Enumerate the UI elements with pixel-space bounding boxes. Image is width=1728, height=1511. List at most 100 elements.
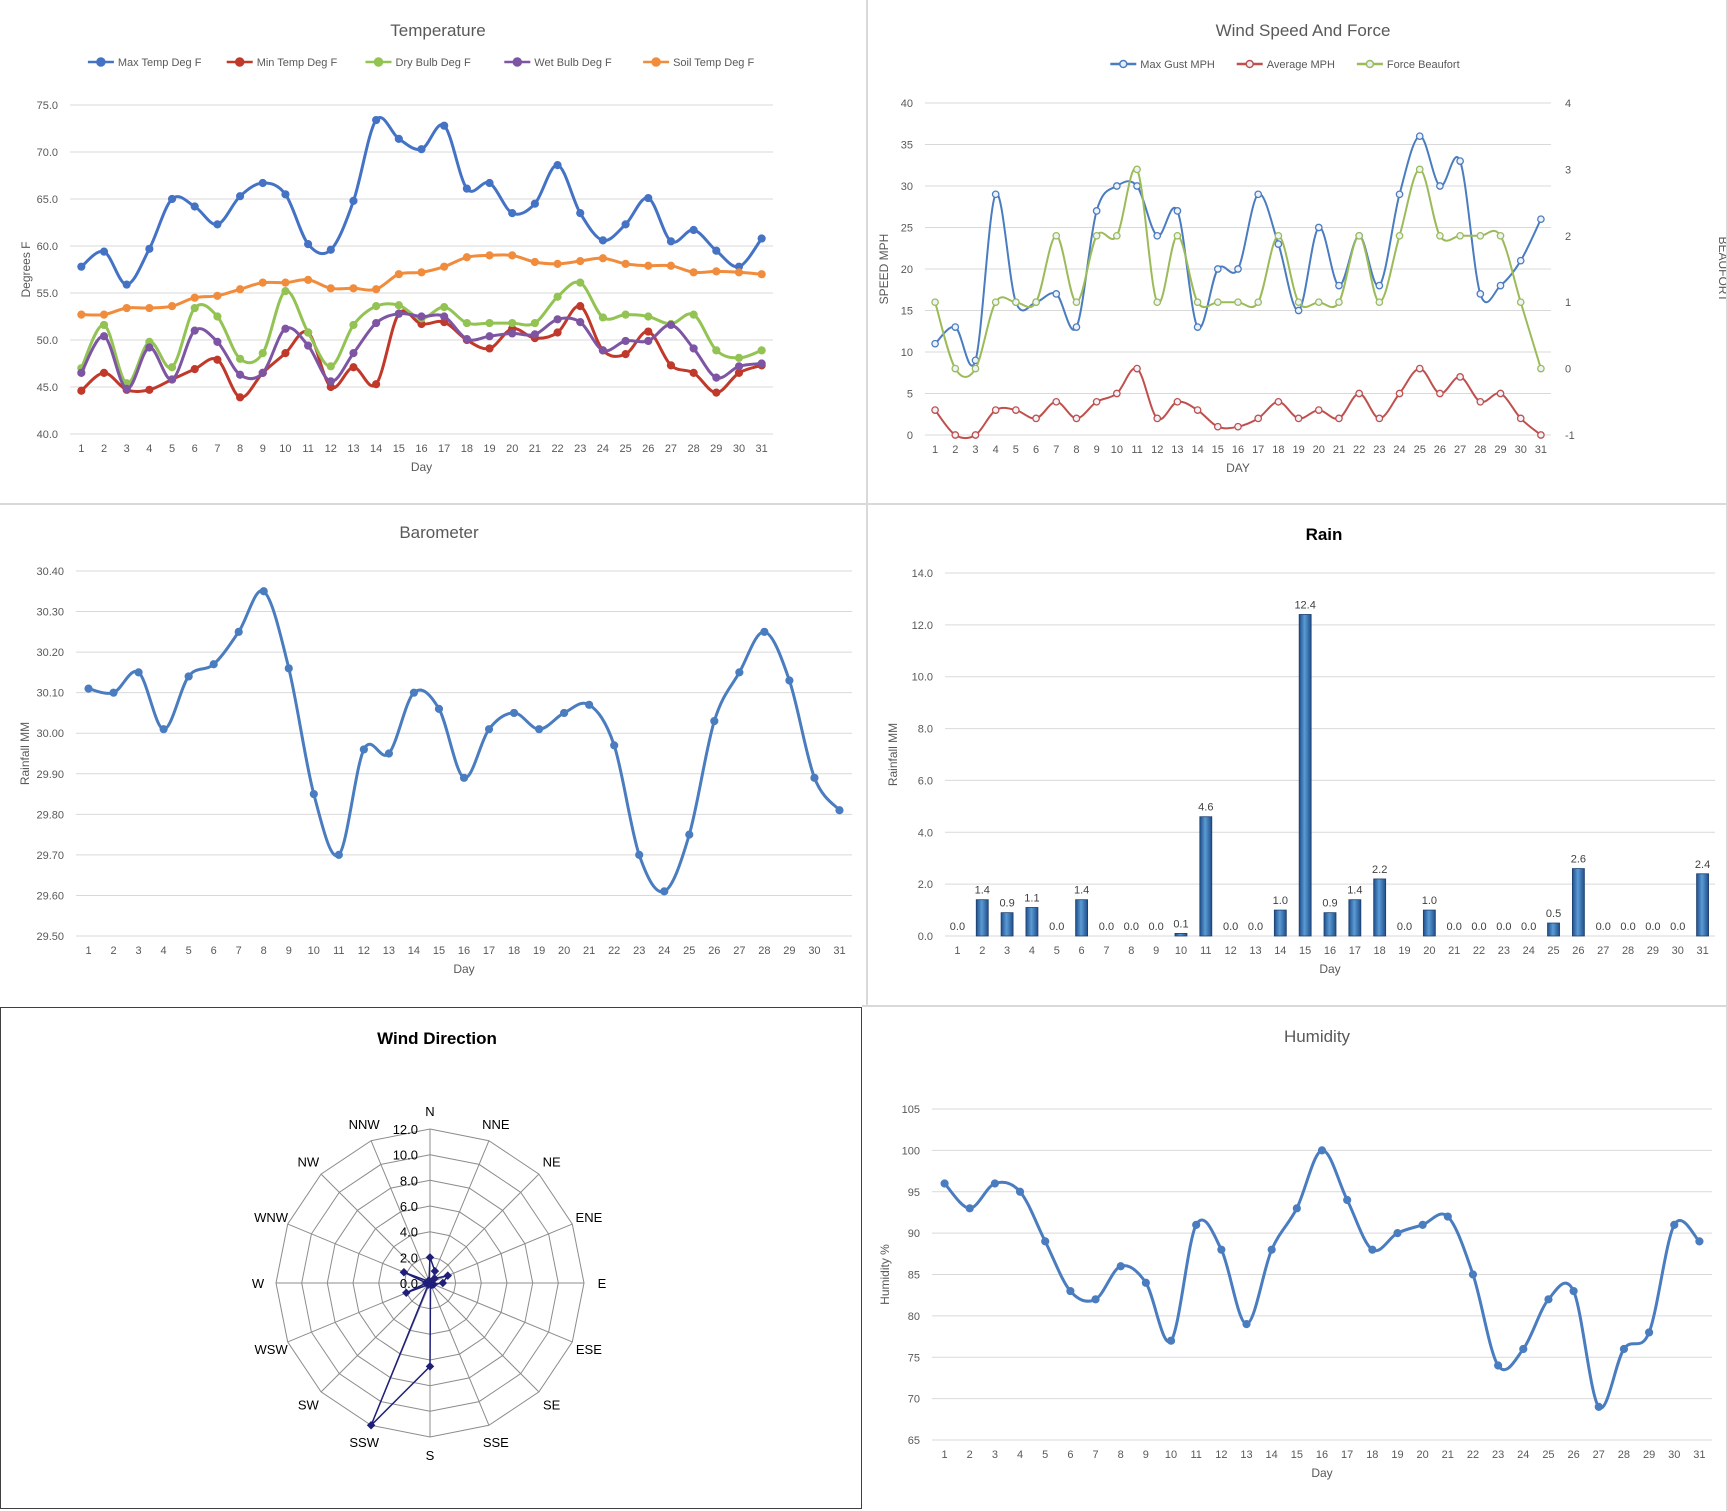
x-tick-label: 10 bbox=[279, 443, 291, 455]
data-point bbox=[990, 1179, 1000, 1188]
data-point bbox=[760, 627, 769, 636]
data-point bbox=[258, 349, 267, 358]
data-point bbox=[417, 268, 426, 277]
bar-data-label: 0.0 bbox=[1620, 921, 1635, 933]
radar-category-label: SSW bbox=[349, 1435, 379, 1450]
y-tick-label: 14.0 bbox=[912, 568, 933, 580]
radar-category-label: ESE bbox=[576, 1342, 602, 1357]
series-wet-bulb-deg-f bbox=[77, 309, 766, 393]
radar-category-label: N bbox=[425, 1104, 434, 1119]
data-point bbox=[1395, 389, 1404, 398]
x-tick-label: 31 bbox=[1696, 945, 1708, 957]
data-point bbox=[122, 384, 131, 393]
x-tick-label: 7 bbox=[1092, 1449, 1098, 1461]
data-point bbox=[372, 318, 381, 328]
data-point bbox=[462, 253, 471, 262]
y-tick-label: 45.0 bbox=[37, 382, 58, 394]
data-point bbox=[1393, 1229, 1402, 1238]
x-tick-label: 19 bbox=[1391, 1449, 1403, 1461]
x-tick-label: 12 bbox=[1215, 1449, 1227, 1461]
data-point bbox=[666, 237, 676, 246]
data-point bbox=[1468, 1270, 1478, 1279]
data-point bbox=[159, 725, 168, 734]
radar-data-point bbox=[438, 1278, 448, 1288]
data-point bbox=[757, 359, 766, 368]
data-point bbox=[213, 220, 222, 229]
data-point bbox=[644, 193, 653, 203]
x-tick-label: 10 bbox=[1111, 444, 1123, 456]
data-point bbox=[710, 716, 719, 726]
y-tick-label: 15 bbox=[901, 306, 913, 318]
data-point bbox=[99, 320, 109, 330]
data-point bbox=[1133, 165, 1141, 174]
data-point bbox=[1436, 182, 1444, 190]
series-soil-temp-deg-f bbox=[77, 251, 766, 319]
x-tick-label: 25 bbox=[1547, 945, 1559, 957]
data-point bbox=[810, 773, 819, 782]
data-point bbox=[508, 251, 517, 260]
data-point bbox=[484, 725, 494, 734]
x-tick-label: 19 bbox=[1398, 945, 1410, 957]
bar-data-label: 0.0 bbox=[1496, 921, 1511, 933]
bar-data-label: 1.4 bbox=[1074, 885, 1089, 897]
data-point bbox=[1537, 431, 1545, 439]
bar bbox=[1571, 868, 1585, 937]
data-point bbox=[951, 323, 960, 331]
legend-item-max-gust-mph: Max Gust MPH bbox=[1110, 59, 1215, 71]
data-point bbox=[145, 343, 154, 352]
bar-data-label: 12.4 bbox=[1294, 599, 1315, 611]
data-point bbox=[394, 270, 403, 279]
data-point bbox=[99, 310, 109, 319]
bar bbox=[1174, 933, 1188, 937]
y2-tick-label: 2 bbox=[1565, 231, 1571, 243]
y-tick-label: 75 bbox=[908, 1352, 920, 1364]
data-point bbox=[530, 330, 539, 339]
data-point bbox=[757, 346, 766, 355]
x-tick-label: 23 bbox=[574, 443, 586, 455]
data-point bbox=[213, 355, 222, 364]
y-tick-label: 60.0 bbox=[37, 241, 58, 253]
x-tick-label: 27 bbox=[1597, 945, 1609, 957]
data-point bbox=[417, 312, 426, 321]
data-point bbox=[235, 370, 245, 379]
x-tick-label: 13 bbox=[383, 945, 395, 957]
x-tick-label: 30 bbox=[1515, 444, 1527, 456]
bar-data-label: 0.0 bbox=[1521, 921, 1536, 933]
y2-tick-label: 0 bbox=[1565, 364, 1571, 376]
bar-data-label: 0.9 bbox=[1322, 898, 1337, 910]
data-point bbox=[712, 346, 721, 355]
data-point bbox=[1292, 1204, 1301, 1213]
data-point bbox=[284, 664, 293, 673]
series-max-temp-deg-f bbox=[77, 115, 766, 289]
data-point bbox=[213, 337, 222, 346]
data-point bbox=[689, 310, 698, 319]
data-point bbox=[122, 303, 131, 313]
data-point bbox=[1234, 265, 1242, 273]
radar-data-point bbox=[425, 1253, 435, 1262]
y-tick-label: 29.50 bbox=[36, 931, 64, 943]
y2-axis-title: BEAUFORT bbox=[1716, 236, 1728, 302]
x-tick-label: 28 bbox=[688, 443, 700, 455]
legend-marker bbox=[512, 57, 523, 67]
x-tick-label: 20 bbox=[506, 443, 518, 455]
data-point bbox=[281, 190, 290, 199]
data-point bbox=[1335, 298, 1343, 307]
data-point bbox=[1519, 1344, 1528, 1354]
data-point bbox=[509, 708, 519, 718]
data-point bbox=[1072, 298, 1081, 307]
bar-data-label: 0.0 bbox=[1471, 921, 1486, 933]
data-point bbox=[434, 704, 444, 713]
x-tick-label: 10 bbox=[1175, 945, 1187, 957]
x-tick-label: 17 bbox=[483, 945, 495, 957]
data-point bbox=[1112, 182, 1121, 190]
bar bbox=[1298, 614, 1312, 937]
wind-direction-chart-svg: Wind Direction N NNE NE ENE E ESE SE SSE S SSW SW WS… bbox=[252, 1029, 607, 1463]
data-point bbox=[576, 302, 585, 311]
bar-data-label: 2.6 bbox=[1571, 854, 1586, 866]
series-series bbox=[84, 587, 844, 896]
data-point bbox=[1496, 231, 1505, 240]
x-tick-label: 17 bbox=[438, 443, 450, 455]
y-tick-label: 30 bbox=[901, 181, 913, 193]
data-point bbox=[409, 688, 419, 697]
data-point bbox=[190, 326, 199, 335]
